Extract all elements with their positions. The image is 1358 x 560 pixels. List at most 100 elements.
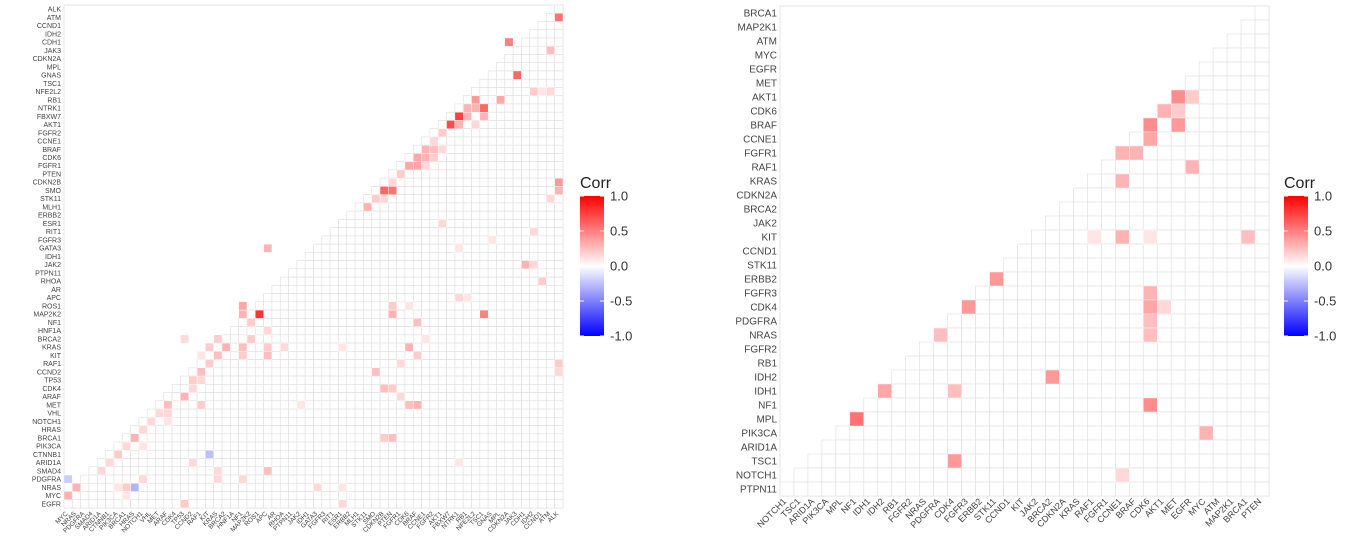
left-bg-cell: [163, 441, 173, 451]
right-bg-cell: [1128, 467, 1144, 483]
left-bg-cell: [537, 293, 547, 303]
left-bg-cell: [396, 334, 406, 344]
left-row-label: RIT1: [46, 229, 61, 236]
left-bg-cell: [304, 416, 314, 426]
left-corr-cell: [246, 334, 256, 344]
left-bg-cell: [512, 144, 522, 154]
left-bg-cell: [479, 433, 489, 443]
left-bg-cell: [230, 482, 239, 492]
left-bg-cell: [263, 318, 273, 327]
right-bg-cell: [1073, 187, 1088, 203]
left-bg-cell: [363, 416, 373, 426]
left-row-label: IDH1: [45, 254, 61, 261]
left-bg-cell: [537, 334, 547, 344]
left-bg-cell: [379, 449, 389, 459]
left-bg-cell: [379, 375, 389, 385]
left-bg-cell: [496, 293, 506, 303]
left-bg-cell: [487, 482, 497, 492]
left-bg-cell: [213, 384, 223, 393]
left-bg-cell: [496, 186, 506, 195]
left-bg-cell: [205, 375, 214, 385]
left-bg-cell: [471, 194, 481, 204]
left-bg-cell: [487, 153, 497, 162]
left-bg-cell: [155, 416, 165, 426]
left-bg-cell: [512, 375, 522, 385]
left-bg-cell: [379, 425, 389, 435]
left-bg-cell: [404, 458, 414, 468]
left-corr-cell: [438, 128, 447, 138]
left-bg-cell: [529, 144, 539, 154]
right-bg-cell: [1003, 411, 1018, 427]
left-bg-cell: [537, 144, 547, 154]
left-bg-cell: [454, 384, 464, 393]
left-bg-cell: [205, 408, 214, 418]
left-row-label: PTPN11: [35, 270, 61, 277]
left-bg-cell: [338, 252, 348, 261]
left-row-label: CDKN2A: [33, 56, 62, 63]
left-bg-cell: [521, 359, 531, 369]
left-bg-cell: [496, 62, 506, 72]
left-bg-cell: [213, 433, 223, 443]
right-bg-cell: [1101, 327, 1116, 343]
left-bg-cell: [421, 252, 431, 261]
left-corr-cell: [487, 235, 497, 245]
left-corr-cell: [529, 260, 539, 270]
left-bg-cell: [437, 482, 447, 492]
left-bg-cell: [546, 375, 555, 385]
left-bg-cell: [246, 400, 256, 410]
right-bg-cell: [1115, 383, 1130, 399]
right-bg-cell: [1031, 257, 1046, 273]
left-corr-cell: [296, 400, 306, 410]
left-bg-cell: [279, 301, 289, 311]
right-bg-cell: [1170, 145, 1186, 161]
left-bg-cell: [471, 243, 481, 253]
right-bg-cell: [1059, 285, 1074, 301]
left-bg-cell: [354, 326, 364, 336]
left-bg-cell: [529, 474, 539, 484]
right-grid: [779, 5, 1270, 497]
left-bg-cell: [396, 293, 406, 303]
left-bg-cell: [487, 194, 497, 204]
left-bg-cell: [138, 449, 148, 459]
left-corr-cell: [446, 120, 456, 129]
left-bg-cell: [271, 351, 281, 360]
left-bg-cell: [313, 425, 323, 435]
left-bg-cell: [254, 499, 264, 509]
left-bg-cell: [363, 301, 373, 311]
left-bg-cell: [396, 400, 406, 410]
left-bg-cell: [246, 384, 256, 393]
left-row-label: NOTCH1: [32, 419, 61, 426]
left-bg-cell: [363, 425, 373, 435]
left-row-label: AKT1: [43, 122, 61, 129]
left-bg-cell: [171, 491, 181, 501]
left-bg-cell: [396, 375, 406, 385]
right-bg-cell: [1212, 481, 1228, 497]
right-bg-cell: [975, 383, 990, 399]
left-bg-cell: [329, 458, 339, 468]
right-bg-cell: [1045, 299, 1060, 315]
left-bg-cell: [554, 499, 564, 509]
left-bg-cell: [504, 334, 514, 344]
left-bg-cell: [487, 136, 497, 146]
left-bg-cell: [230, 449, 239, 459]
left-bg-cell: [138, 491, 148, 501]
right-bg-cell: [1059, 229, 1074, 245]
left-bg-cell: [221, 449, 231, 459]
right-bg-cell: [1254, 131, 1270, 147]
left-bg-cell: [246, 433, 256, 443]
left-bg-cell: [421, 210, 431, 220]
left-bg-cell: [396, 425, 406, 435]
right-bg-cell: [1198, 355, 1214, 371]
left-bg-cell: [512, 260, 522, 270]
right-legend-tick-label: 0.0: [1314, 259, 1332, 274]
right-bg-cell: [1017, 439, 1032, 455]
left-bg-cell: [288, 425, 298, 435]
left-bg-cell: [354, 491, 364, 501]
right-bg-cell: [1254, 411, 1270, 427]
left-bg-cell: [296, 359, 306, 369]
left-bg-cell: [437, 425, 447, 435]
left-bg-cell: [379, 260, 389, 270]
left-bg-cell: [471, 301, 481, 311]
left-bg-cell: [537, 351, 547, 360]
left-bg-cell: [396, 227, 406, 237]
